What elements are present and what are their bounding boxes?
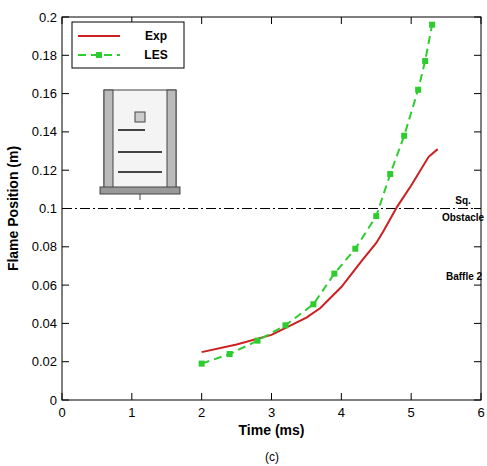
x-tick-top xyxy=(201,17,202,24)
inset-baffle xyxy=(118,171,162,173)
y-tick-right xyxy=(474,17,481,18)
y-tick-label: 0.14 xyxy=(32,124,57,139)
y-tick xyxy=(62,285,69,286)
x-tick-label: 2 xyxy=(198,405,205,420)
annotation-line: Sq. xyxy=(455,195,471,206)
x-tick-label: 3 xyxy=(268,405,275,420)
y-tick-label: 0.08 xyxy=(32,239,57,254)
y-tick xyxy=(62,323,69,324)
y-tick-right xyxy=(474,285,481,286)
marker xyxy=(401,133,407,139)
x-axis-label: Time (ms) xyxy=(239,422,305,438)
y-tick-right xyxy=(474,55,481,56)
x-tick-label: 0 xyxy=(58,405,65,420)
marker xyxy=(255,338,261,344)
legend-label: LES xyxy=(144,48,167,62)
marker xyxy=(199,361,205,367)
plot-frame xyxy=(62,17,481,400)
y-tick-right xyxy=(474,93,481,94)
x-tick xyxy=(131,393,132,400)
x-tick-label: 5 xyxy=(408,405,415,420)
y-tick-right xyxy=(474,323,481,324)
marker xyxy=(373,213,379,219)
y-tick xyxy=(62,93,69,94)
chart: 0 1 2 3 4 5 6 0 0.02 0.04 0.06 0.08 0.1 0.12 0.14 0.16 0… xyxy=(0,0,487,466)
y-tick-label: 0.06 xyxy=(32,278,57,293)
x-tick xyxy=(271,393,272,400)
y-tick-label: 0.02 xyxy=(32,354,57,369)
y-tick-right xyxy=(474,400,481,401)
marker xyxy=(331,271,337,277)
inset-baffle xyxy=(118,129,145,131)
inset-wall xyxy=(167,90,176,190)
x-tick-top xyxy=(411,17,412,24)
marker xyxy=(282,322,288,328)
inset-obstacle xyxy=(135,112,145,122)
inset-wall xyxy=(104,90,113,190)
x-tick-top xyxy=(341,17,342,24)
x-tick-top xyxy=(62,17,63,24)
inset-base xyxy=(100,187,180,194)
y-tick-right xyxy=(474,361,481,362)
marker xyxy=(352,246,358,252)
marker xyxy=(310,301,316,307)
x-tick xyxy=(201,393,202,400)
plot-area xyxy=(62,22,481,367)
y-tick-label: 0.16 xyxy=(32,86,57,101)
x-tick xyxy=(62,393,63,400)
marker xyxy=(422,58,428,64)
legend-marker xyxy=(96,52,102,58)
y-tick xyxy=(62,17,69,18)
inset-body xyxy=(104,90,176,190)
y-tick xyxy=(62,361,69,362)
x-tick-top xyxy=(271,17,272,24)
legend-swatch xyxy=(78,35,120,37)
x-tick-label: 6 xyxy=(477,405,484,420)
x-tick-label: 4 xyxy=(338,405,345,420)
y-tick-label: 0.04 xyxy=(32,316,57,331)
y-tick-label: 0.1 xyxy=(39,201,57,216)
caption: (c) xyxy=(265,450,279,464)
reference-line xyxy=(62,208,481,209)
x-tick xyxy=(341,393,342,400)
marker xyxy=(429,22,435,28)
y-tick xyxy=(62,131,69,132)
annotation: Baffle 2 xyxy=(446,271,483,282)
y-tick xyxy=(62,55,69,56)
x-tick xyxy=(481,393,482,400)
marker xyxy=(227,351,233,357)
inset-igniter xyxy=(140,194,141,200)
annotation-line: Obstacle xyxy=(442,212,485,223)
marker xyxy=(387,171,393,177)
legend: Exp LES xyxy=(72,22,184,68)
legend-label: Exp xyxy=(145,29,167,43)
y-tick xyxy=(62,400,69,401)
legend-box xyxy=(72,22,184,68)
y-tick-label: 0.18 xyxy=(32,48,57,63)
inset-baffle xyxy=(118,151,162,153)
y-tick-right xyxy=(474,170,481,171)
inset-schematic xyxy=(100,90,180,200)
y-tick xyxy=(62,246,69,247)
y-tick xyxy=(62,170,69,171)
y-tick-right xyxy=(474,131,481,132)
x-tick xyxy=(411,393,412,400)
marker xyxy=(415,87,421,93)
y-tick-label: 0.2 xyxy=(39,10,57,25)
inset-baffle xyxy=(118,151,162,153)
series-line xyxy=(202,149,438,352)
x-tick-top xyxy=(481,17,482,24)
y-tick-label: 0 xyxy=(50,393,57,408)
y-tick-label: 0.12 xyxy=(32,163,57,178)
x-tick-label: 1 xyxy=(128,405,135,420)
y-axis-label: Flame Position (m) xyxy=(5,146,21,271)
series-line xyxy=(202,25,432,364)
y-tick-right xyxy=(474,246,481,247)
annotation: Sq. Obstacle xyxy=(442,195,485,223)
